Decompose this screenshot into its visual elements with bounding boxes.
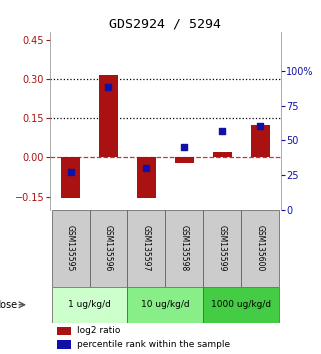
- Bar: [165, 210, 203, 287]
- Title: GDS2924 / 5294: GDS2924 / 5294: [109, 18, 221, 31]
- Text: GSM135599: GSM135599: [218, 225, 227, 272]
- Point: [257, 124, 263, 129]
- Text: GSM135598: GSM135598: [180, 225, 189, 272]
- Bar: [241, 210, 279, 287]
- Bar: [61, 158, 80, 198]
- Point: [220, 128, 225, 133]
- Bar: [203, 287, 279, 322]
- Text: 1 ug/kg/d: 1 ug/kg/d: [68, 300, 111, 309]
- Text: GSM135600: GSM135600: [256, 225, 265, 272]
- Text: GSM135597: GSM135597: [142, 225, 151, 272]
- Point: [68, 170, 73, 175]
- Bar: [137, 158, 156, 198]
- Bar: [99, 75, 118, 158]
- Bar: [57, 340, 71, 349]
- Text: GSM135596: GSM135596: [104, 225, 113, 272]
- Text: log2 ratio: log2 ratio: [77, 326, 121, 335]
- Point: [106, 85, 111, 90]
- Bar: [90, 210, 127, 287]
- Bar: [52, 287, 127, 322]
- Bar: [213, 152, 232, 158]
- Text: GSM135595: GSM135595: [66, 225, 75, 272]
- Text: 1000 ug/kg/d: 1000 ug/kg/d: [211, 300, 271, 309]
- Bar: [57, 327, 71, 335]
- Point: [182, 144, 187, 150]
- Bar: [127, 210, 165, 287]
- Bar: [175, 158, 194, 163]
- Text: 10 ug/kg/d: 10 ug/kg/d: [141, 300, 190, 309]
- Bar: [251, 125, 270, 158]
- Text: percentile rank within the sample: percentile rank within the sample: [77, 340, 230, 349]
- Bar: [127, 287, 203, 322]
- Point: [144, 165, 149, 171]
- Bar: [203, 210, 241, 287]
- Bar: [52, 210, 90, 287]
- Text: dose: dose: [0, 300, 17, 310]
